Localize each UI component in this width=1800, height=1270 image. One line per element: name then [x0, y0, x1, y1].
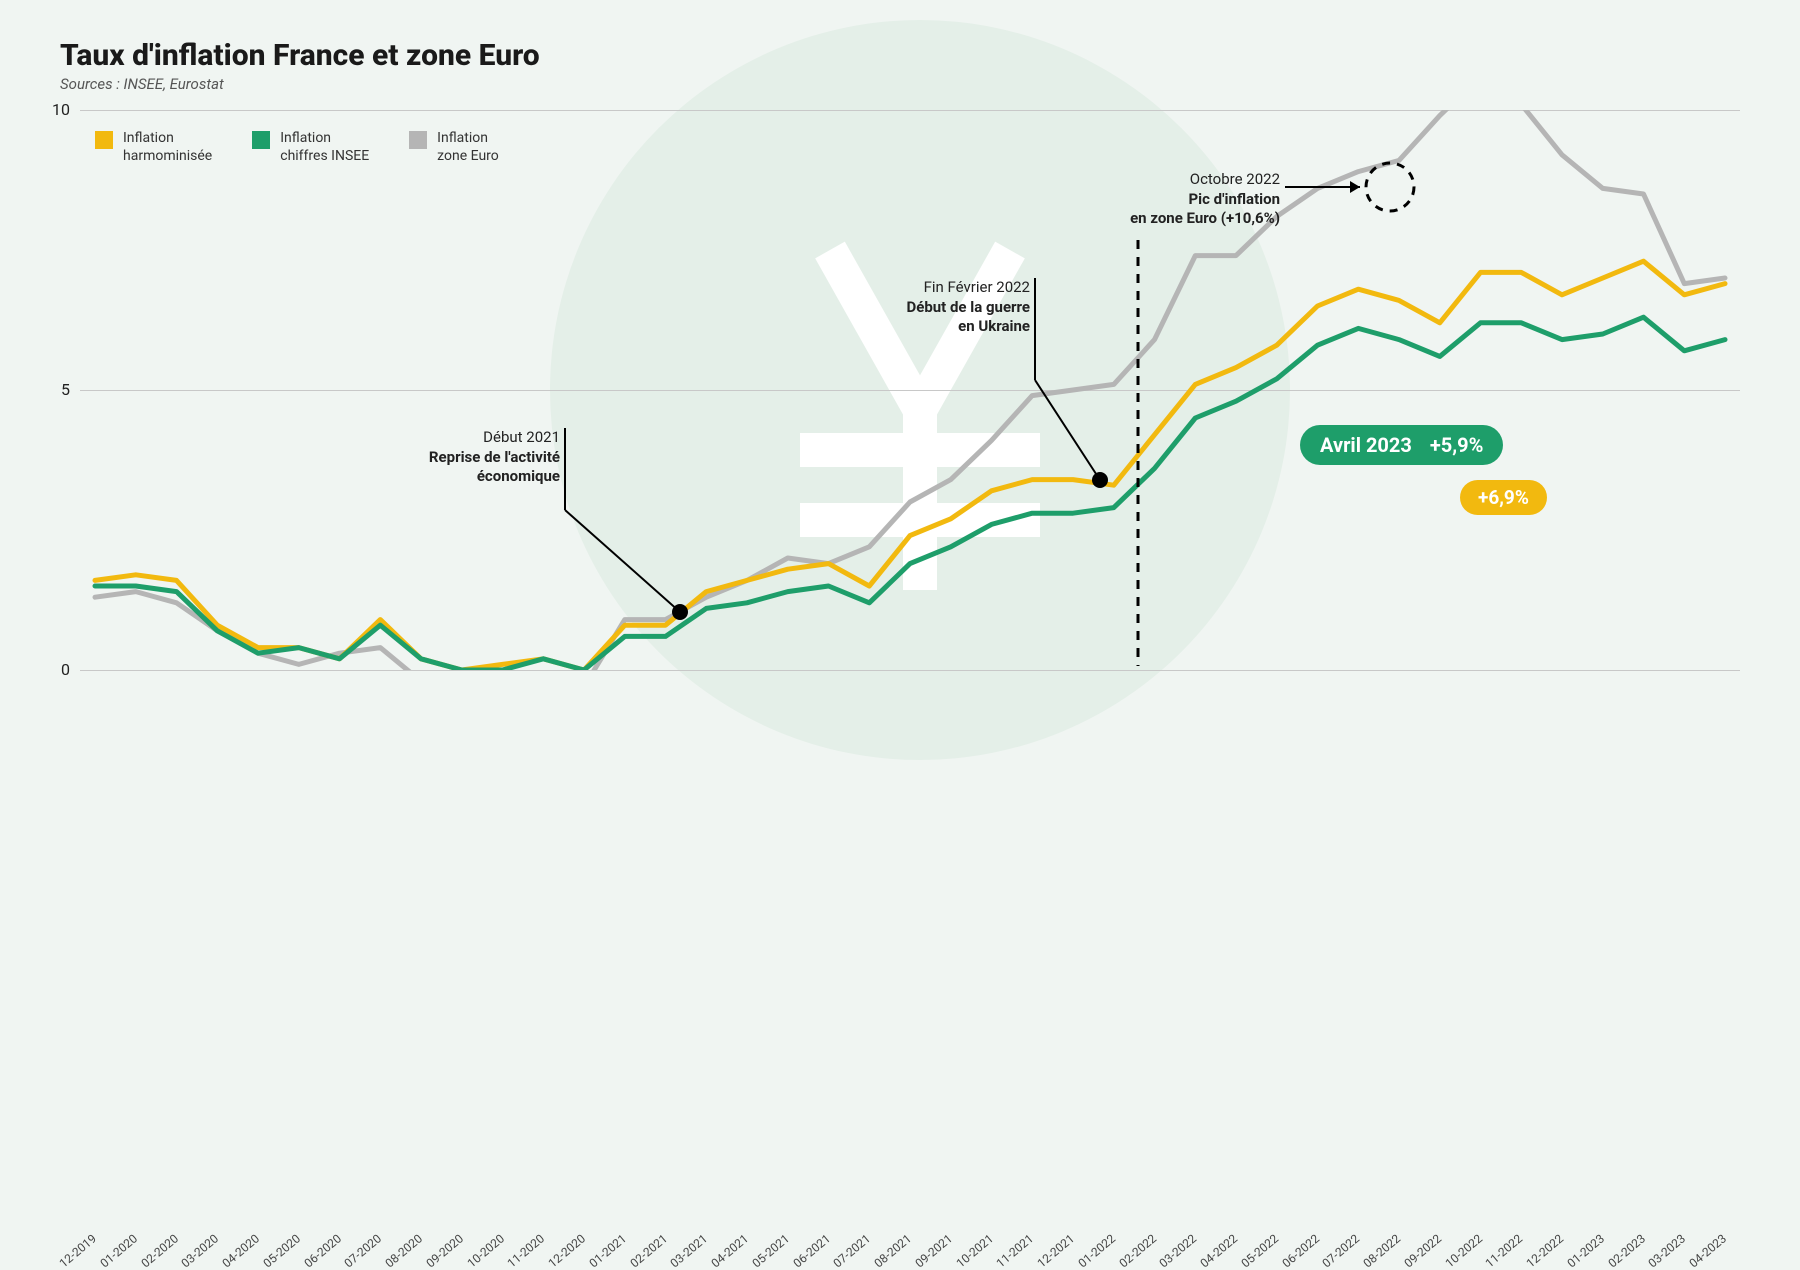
x-tick-label: 02-2020	[138, 1231, 181, 1270]
x-tick-label: 11-2020	[505, 1231, 548, 1270]
x-tick-label: 11-2021	[994, 1231, 1037, 1270]
x-tick-label: 03-2023	[1646, 1231, 1689, 1270]
series-line-euro	[95, 110, 1725, 670]
x-tick-label: 03-2020	[179, 1231, 222, 1270]
x-tick-label: 10-2020	[464, 1231, 507, 1270]
x-tick-label: 08-2020	[383, 1231, 426, 1270]
x-tick-label: 01-2021	[586, 1231, 629, 1270]
x-tick-label: 12-2019	[57, 1231, 100, 1270]
x-tick-label: 05-2021	[749, 1231, 792, 1270]
x-tick-label: 09-2022	[1401, 1231, 1444, 1270]
x-tick-label: 07-2021	[831, 1231, 874, 1270]
x-tick-label: 06-2020	[301, 1231, 344, 1270]
gridline	[80, 670, 1740, 671]
x-tick-label: 06-2021	[790, 1231, 833, 1270]
x-tick-label: 08-2022	[1361, 1231, 1404, 1270]
x-tick-label: 12-2020	[546, 1231, 589, 1270]
x-tick-label: 07-2022	[1320, 1231, 1363, 1270]
annotation-peak: Octobre 2022 Pic d'inflation en zone Eur…	[1020, 170, 1280, 229]
x-tick-label: 07-2020	[342, 1231, 385, 1270]
x-tick-label: 12-2022	[1524, 1231, 1567, 1270]
x-tick-label: 02-2022	[1116, 1231, 1159, 1270]
chart-subtitle: Sources : INSEE, Eurostat	[60, 75, 540, 93]
x-tick-label: 01-2022	[1075, 1231, 1118, 1270]
x-tick-label: 09-2021	[912, 1231, 955, 1270]
x-tick-label: 06-2022	[1279, 1231, 1322, 1270]
x-tick-label: 01-2023	[1564, 1231, 1607, 1270]
chart-plot-area: 0510 12-201901-202002-202003-202004-2020…	[80, 110, 1740, 670]
x-tick-label: 04-2023	[1687, 1231, 1730, 1270]
badge-harmonisee-value: +6,9%	[1460, 480, 1547, 515]
y-tick-label: 0	[40, 660, 70, 679]
chart-svg	[80, 110, 1740, 670]
x-tick-label: 12-2021	[1035, 1231, 1078, 1270]
y-tick-label: 10	[40, 100, 70, 119]
x-tick-label: 08-2021	[872, 1231, 915, 1270]
badge-insee-value: Avril 2023 +5,9%	[1300, 425, 1503, 465]
x-tick-label: 02-2021	[627, 1231, 670, 1270]
chart-header: Taux d'inflation France et zone Euro Sou…	[60, 38, 540, 93]
x-tick-label: 03-2021	[668, 1231, 711, 1270]
annotation-ukraine: Fin Février 2022 Début de la guerre en U…	[800, 278, 1030, 337]
x-tick-label: 03-2022	[1157, 1231, 1200, 1270]
annotation-reprise: Début 2021 Reprise de l'activité économi…	[330, 428, 560, 487]
x-tick-label: 05-2020	[260, 1231, 303, 1270]
chart-title: Taux d'inflation France et zone Euro	[60, 38, 540, 73]
x-tick-label: 04-2021	[709, 1231, 752, 1270]
x-tick-label: 11-2022	[1483, 1231, 1526, 1270]
x-tick-label: 01-2020	[97, 1231, 140, 1270]
x-tick-label: 05-2022	[1238, 1231, 1281, 1270]
x-tick-label: 09-2020	[423, 1231, 466, 1270]
x-tick-label: 04-2022	[1198, 1231, 1241, 1270]
x-tick-label: 10-2021	[953, 1231, 996, 1270]
x-tick-label: 10-2022	[1442, 1231, 1485, 1270]
x-tick-label: 02-2023	[1605, 1231, 1648, 1270]
x-tick-label: 04-2020	[220, 1231, 263, 1270]
y-tick-label: 5	[40, 380, 70, 399]
